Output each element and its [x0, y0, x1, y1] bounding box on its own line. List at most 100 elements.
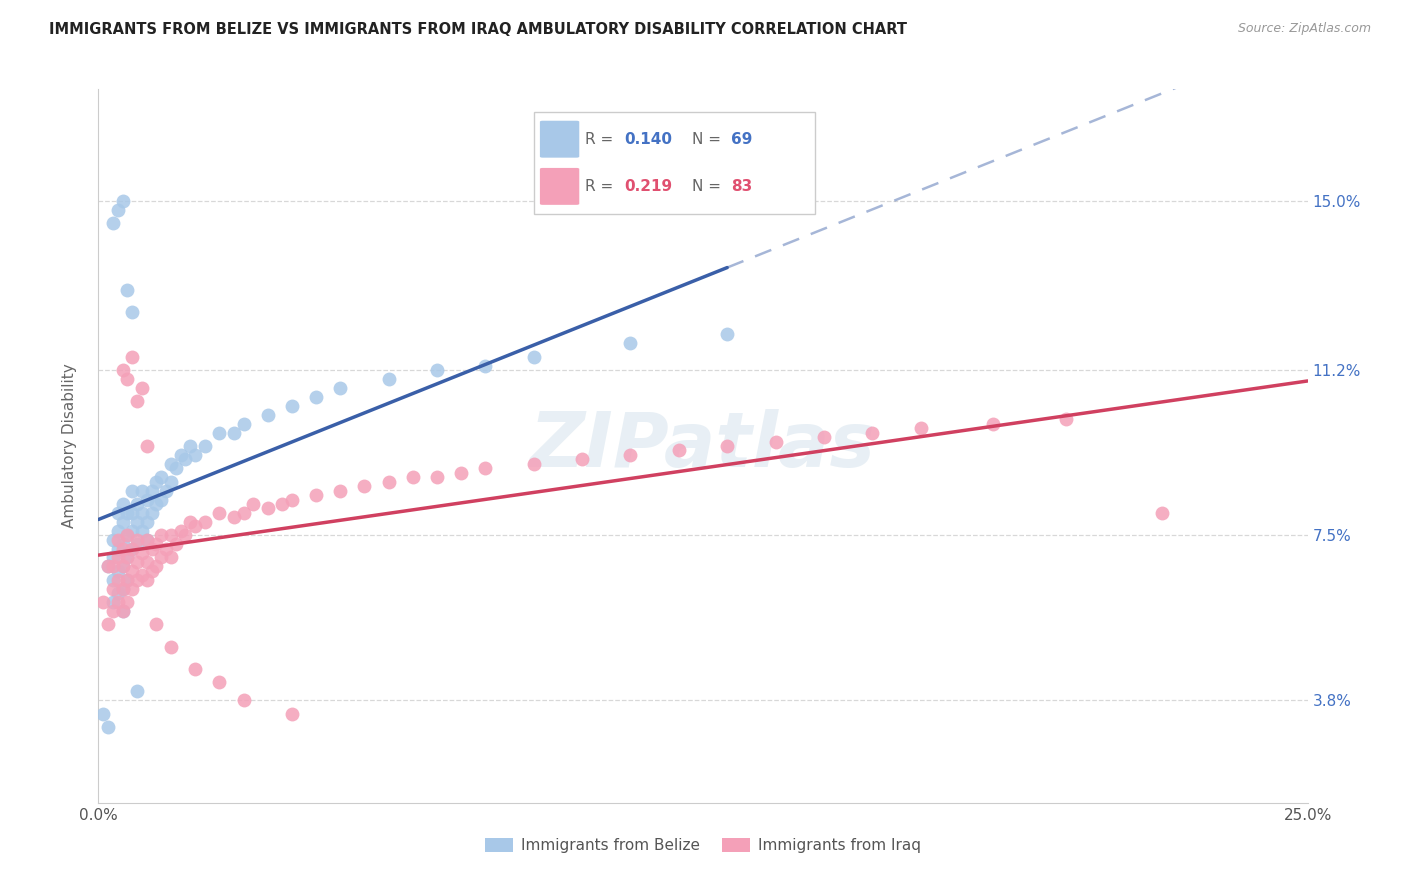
- Point: [111, 541, 134, 556]
- Point: [117, 550, 139, 565]
- Point: [765, 434, 787, 449]
- Text: 69: 69: [731, 132, 752, 146]
- Point: [127, 533, 149, 547]
- Point: [716, 327, 738, 342]
- Point: [141, 564, 163, 578]
- Text: 0.219: 0.219: [624, 179, 672, 194]
- Text: R =: R =: [585, 132, 619, 146]
- Point: [329, 381, 352, 395]
- Point: [117, 595, 139, 609]
- Point: [232, 693, 254, 707]
- Point: [107, 550, 129, 565]
- Text: Source: ZipAtlas.com: Source: ZipAtlas.com: [1237, 22, 1371, 36]
- Point: [271, 497, 294, 511]
- Point: [117, 506, 139, 520]
- Text: ZIPatlas: ZIPatlas: [530, 409, 876, 483]
- Point: [281, 399, 304, 413]
- Point: [131, 506, 153, 520]
- Point: [121, 541, 143, 556]
- Point: [91, 595, 114, 609]
- Point: [329, 483, 352, 498]
- Point: [101, 595, 124, 609]
- Point: [121, 350, 143, 364]
- Point: [131, 381, 153, 395]
- Text: IMMIGRANTS FROM BELIZE VS IMMIGRANTS FROM IRAQ AMBULATORY DISABILITY CORRELATION: IMMIGRANTS FROM BELIZE VS IMMIGRANTS FRO…: [49, 22, 907, 37]
- Point: [160, 550, 183, 565]
- Point: [111, 363, 134, 377]
- Point: [127, 555, 149, 569]
- Point: [145, 617, 167, 632]
- Text: N =: N =: [692, 179, 725, 194]
- Point: [377, 475, 399, 489]
- Point: [523, 457, 546, 471]
- Point: [1054, 412, 1077, 426]
- Point: [141, 541, 163, 556]
- Point: [111, 604, 134, 618]
- Point: [141, 506, 163, 520]
- Point: [402, 470, 425, 484]
- Point: [97, 720, 120, 734]
- Point: [160, 528, 183, 542]
- Point: [208, 506, 231, 520]
- Point: [474, 461, 496, 475]
- Point: [117, 283, 139, 297]
- Point: [135, 573, 157, 587]
- Point: [145, 475, 167, 489]
- Point: [150, 528, 173, 542]
- Point: [127, 394, 149, 409]
- Point: [117, 528, 139, 542]
- Point: [127, 537, 149, 551]
- Point: [184, 448, 207, 462]
- Point: [131, 483, 153, 498]
- Point: [222, 425, 245, 440]
- Point: [101, 559, 124, 574]
- Point: [121, 582, 143, 596]
- Point: [305, 488, 328, 502]
- Point: [242, 497, 264, 511]
- Point: [111, 604, 134, 618]
- Point: [121, 541, 143, 556]
- Point: [101, 216, 124, 230]
- Point: [141, 483, 163, 498]
- Point: [155, 483, 177, 498]
- Point: [117, 550, 139, 565]
- Point: [281, 492, 304, 507]
- Point: [111, 497, 134, 511]
- Point: [135, 555, 157, 569]
- Point: [145, 497, 167, 511]
- FancyBboxPatch shape: [534, 112, 815, 214]
- Point: [121, 305, 143, 319]
- Text: N =: N =: [692, 132, 725, 146]
- Point: [222, 510, 245, 524]
- Point: [256, 501, 278, 516]
- Point: [450, 466, 472, 480]
- Point: [1152, 506, 1174, 520]
- Point: [107, 586, 129, 600]
- Point: [174, 528, 197, 542]
- Point: [208, 425, 231, 440]
- Point: [155, 541, 177, 556]
- Point: [101, 550, 124, 565]
- Point: [107, 564, 129, 578]
- Point: [281, 706, 304, 721]
- Point: [169, 524, 191, 538]
- Point: [111, 582, 134, 596]
- FancyBboxPatch shape: [540, 120, 579, 158]
- Point: [150, 550, 173, 565]
- Point: [813, 430, 835, 444]
- Point: [353, 479, 375, 493]
- Point: [127, 684, 149, 698]
- Point: [101, 582, 124, 596]
- Point: [135, 515, 157, 529]
- Point: [117, 528, 139, 542]
- Point: [111, 559, 134, 574]
- Point: [121, 524, 143, 538]
- Point: [165, 537, 187, 551]
- Text: R =: R =: [585, 179, 619, 194]
- Point: [107, 524, 129, 538]
- Point: [107, 541, 129, 556]
- Point: [107, 202, 129, 217]
- Point: [184, 662, 207, 676]
- Point: [107, 595, 129, 609]
- Point: [208, 675, 231, 690]
